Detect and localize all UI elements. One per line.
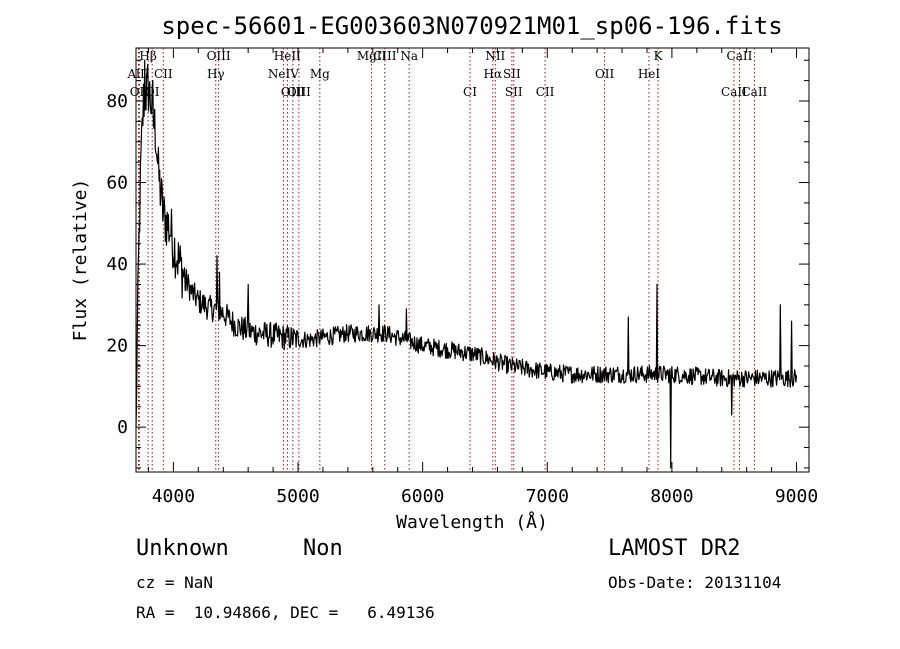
ion-label-5: OIII bbox=[207, 49, 231, 63]
ion-label-6: Hγ bbox=[207, 67, 225, 81]
y-tick-label: 20 bbox=[106, 336, 128, 357]
ion-label-20: CII bbox=[536, 85, 555, 99]
x-tick-label: 4000 bbox=[152, 486, 195, 507]
ion-markers: AlIIHβOIIOICIIOIIIHγHeIINeIVOIIIOIIIMgMg… bbox=[127, 48, 768, 472]
ion-label-22: K bbox=[654, 49, 664, 63]
object-class: Unknown bbox=[136, 536, 229, 561]
x-tick-label: 7000 bbox=[526, 486, 569, 507]
y-axis-label: Flux (relative) bbox=[70, 179, 91, 342]
ion-label-19: SII bbox=[505, 85, 523, 99]
ion-label-10: OIII bbox=[281, 85, 305, 99]
ion-label-25: CaII bbox=[721, 85, 747, 99]
chart-title: spec-56601-EG003603N070921M01_sp06-196.f… bbox=[161, 12, 782, 40]
ion-label-12: MgII bbox=[357, 49, 387, 63]
y-tick-label: 60 bbox=[106, 173, 128, 194]
axis-ticks bbox=[136, 48, 809, 472]
coordinates: RA = 10.94866, DEC = 6.49136 bbox=[136, 603, 435, 622]
ion-label-8: NeIV bbox=[268, 67, 299, 81]
y-tick-label: 40 bbox=[106, 254, 128, 275]
plot-frame bbox=[135, 47, 810, 473]
object-subclass: Non bbox=[303, 536, 343, 561]
x-tick-label: 8000 bbox=[650, 486, 693, 507]
y-tick-label: 0 bbox=[117, 417, 128, 438]
spectrum-line bbox=[135, 59, 798, 469]
ion-label-24: CaII bbox=[727, 49, 753, 63]
x-tick-label: 5000 bbox=[276, 486, 319, 507]
ion-label-11: Mg bbox=[310, 67, 330, 81]
ion-label-14: Na bbox=[400, 49, 418, 63]
ion-label-16: NII bbox=[485, 49, 505, 63]
x-axis-label: Wavelength (Å) bbox=[396, 511, 548, 533]
y-tick-label: 80 bbox=[106, 91, 128, 112]
survey-name: LAMOST DR2 bbox=[608, 536, 741, 561]
spectrum-chart: spec-56601-EG003603N070921M01_sp06-196.f… bbox=[70, 12, 818, 533]
ion-label-13: CIII bbox=[373, 49, 397, 63]
ion-label-4: CII bbox=[154, 67, 173, 81]
redshift-value: cz = NaN bbox=[136, 573, 214, 592]
ion-label-17: Hα bbox=[484, 67, 503, 81]
ion-label-7: HeII bbox=[274, 49, 301, 63]
observation-date: Obs-Date: 20131104 bbox=[608, 573, 782, 592]
ion-label-18: SII bbox=[503, 67, 521, 81]
x-tick-label: 9000 bbox=[775, 486, 818, 507]
ion-label-26: CaII bbox=[741, 85, 767, 99]
axis-tick-labels: 4000 5000 6000 7000 8000 9000 0 20 40 60 80 bbox=[106, 91, 818, 507]
ion-label-23: HeI bbox=[638, 67, 661, 81]
ion-label-21: OII bbox=[595, 67, 615, 81]
ion-label-15: CI bbox=[463, 85, 477, 99]
x-tick-label: 6000 bbox=[401, 486, 444, 507]
